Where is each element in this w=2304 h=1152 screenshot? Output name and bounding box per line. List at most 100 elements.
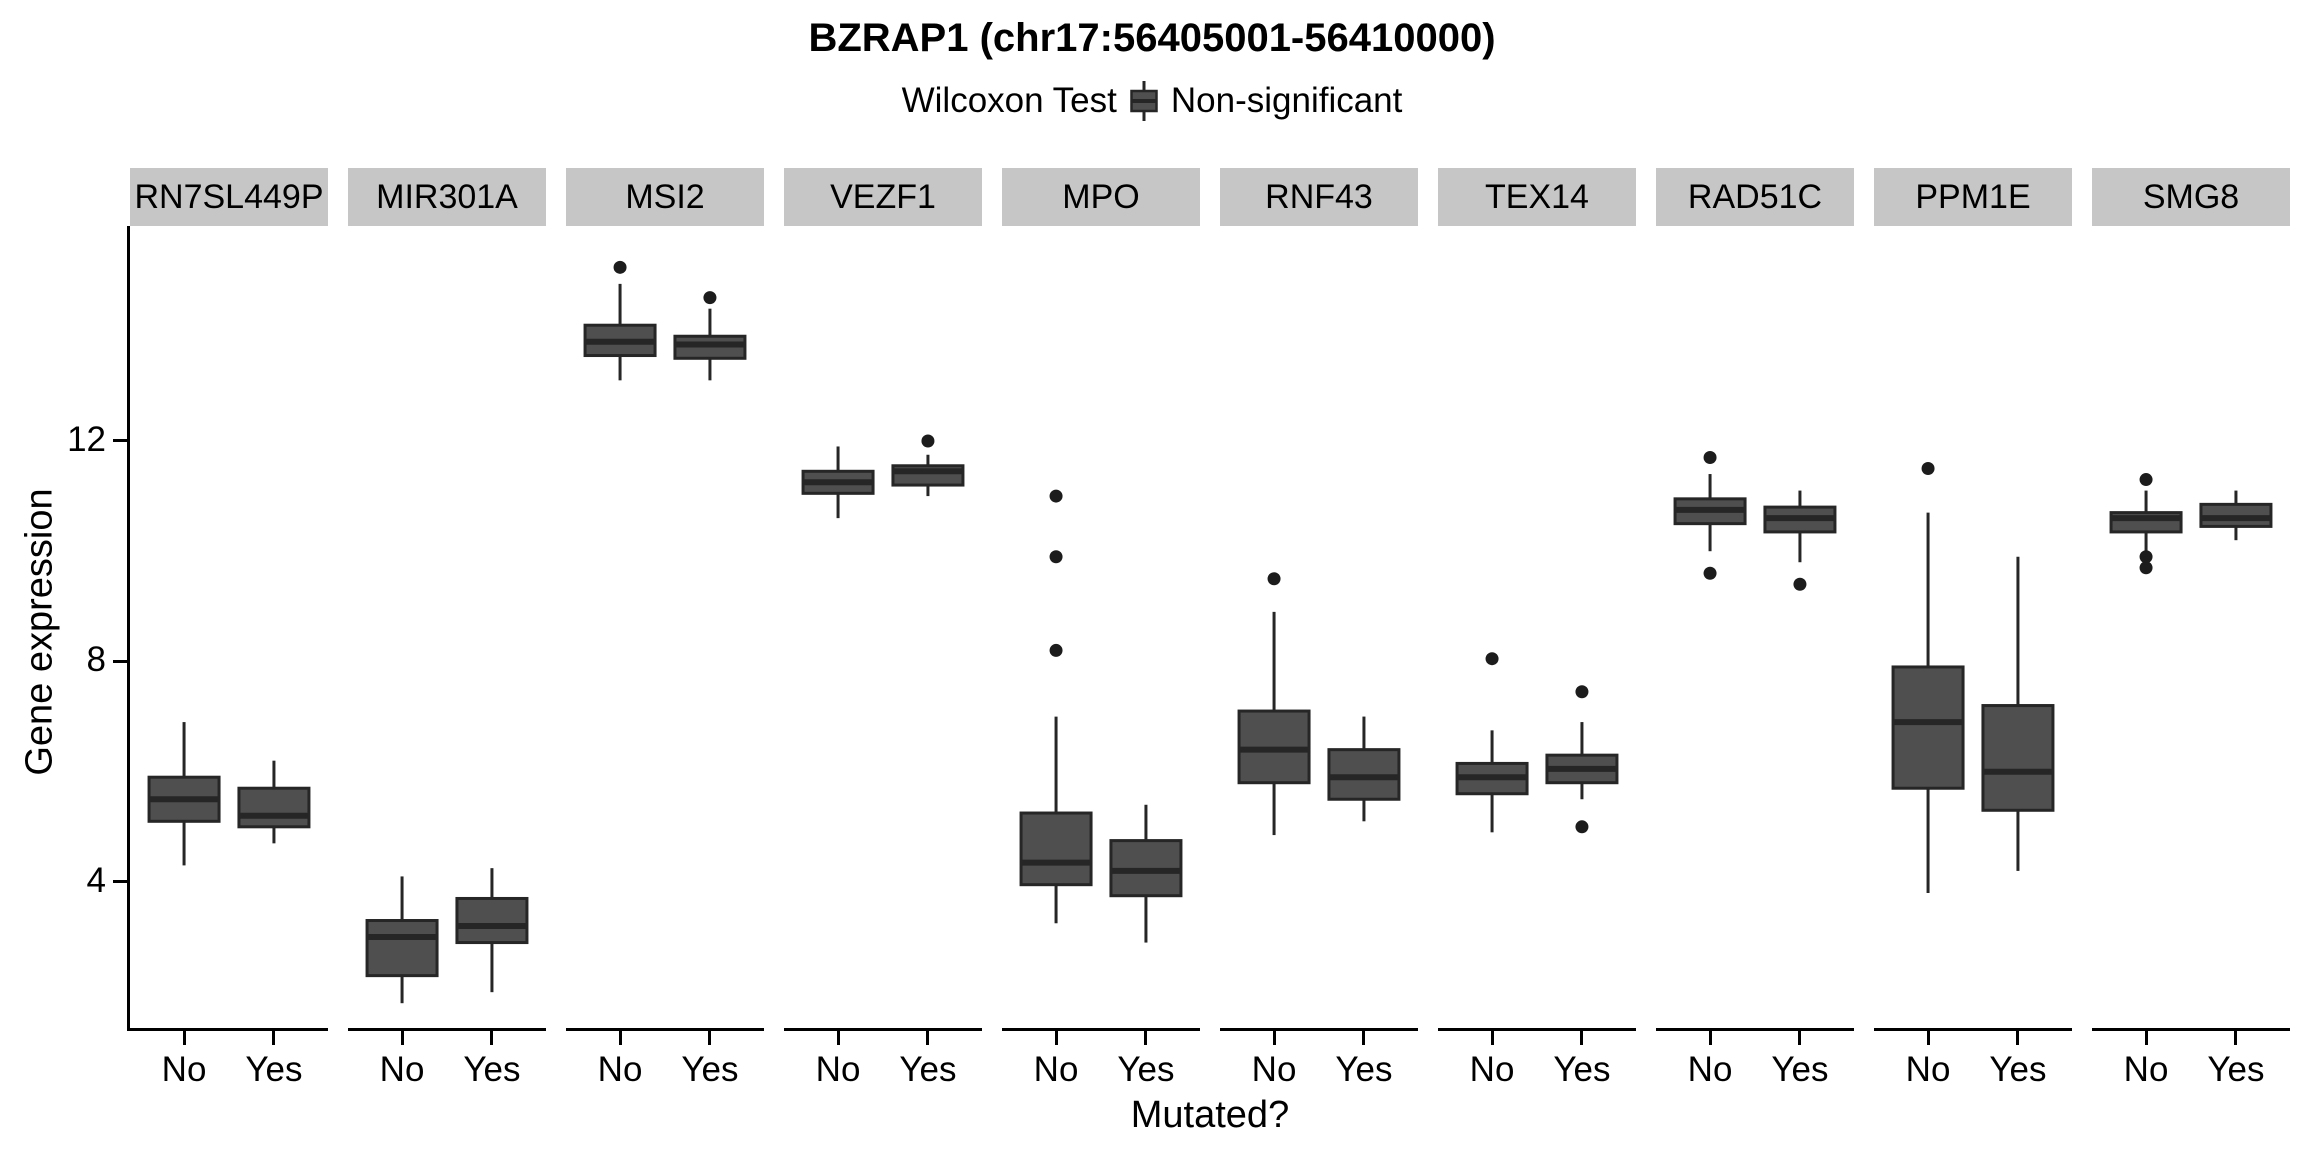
legend-item-label: Non-significant [1170, 81, 1403, 120]
x-tick-mark [836, 1031, 840, 1045]
facet-plot-area [801, 434, 965, 519]
box-RN7SL449P-No [147, 722, 221, 866]
facet-strip-MIR301A: MIR301A [348, 168, 546, 226]
facet-panel-VEZF1: No Yes [784, 226, 982, 1089]
box-TEX14-Yes [1545, 685, 1619, 834]
facet-plot-area [1019, 489, 1183, 943]
x-tick-mark [272, 1031, 276, 1045]
facet-strip-label: SMG8 [2142, 177, 2240, 216]
facet-strip-label: RAD51C [1687, 177, 1823, 216]
box-SMG8-Yes [2199, 490, 2273, 541]
facet-strip-MSI2: MSI2 [566, 168, 764, 226]
outlier-point [1921, 462, 1935, 476]
box-RAD51C-Yes [1763, 490, 1837, 591]
y-tick-mark [113, 659, 127, 663]
x-category-label-Yes: Yes [681, 1050, 739, 1089]
outlier-point [921, 434, 935, 448]
y-tick-label: 8 [86, 640, 106, 680]
facet-panel-RAD51C: No Yes [1656, 226, 1854, 1089]
facet-panel-RN7SL449P: No Yes [130, 226, 328, 1089]
y-tick-label: 12 [67, 419, 106, 459]
x-category-label-Yes: Yes [463, 1050, 521, 1089]
x-category-label-No: No [597, 1050, 643, 1089]
facet-panel-PPM1E: No Yes [1874, 226, 2072, 1089]
facet-strip-RAD51C: RAD51C [1656, 168, 1854, 226]
facet-panel-RNF43: No Yes [1220, 226, 1418, 1089]
legend-title: Wilcoxon Test [901, 81, 1117, 120]
outlier-point [1267, 572, 1281, 586]
facet-strip-label: VEZF1 [830, 177, 936, 216]
x-tick-mark [1054, 1031, 1058, 1045]
x-tick-mark [490, 1031, 494, 1045]
x-tick-mark [1580, 1031, 1584, 1045]
facet-plot-area [365, 868, 529, 1004]
outlier-point [1575, 820, 1589, 834]
facet-plot-area [1891, 462, 2055, 893]
x-category-label-No: No [1033, 1050, 1079, 1089]
box-MPO-Yes [1109, 804, 1183, 943]
box-VEZF1-Yes [891, 434, 965, 497]
outlier-point [1485, 652, 1499, 666]
y-tick-mark [113, 880, 127, 884]
outlier-point [2139, 550, 2153, 564]
x-category-label-Yes: Yes [1989, 1050, 2047, 1089]
outlier-point [613, 260, 627, 274]
facet-panel-MIR301A: No Yes [348, 226, 546, 1089]
facet-panel-MPO: No Yes [1002, 226, 1200, 1089]
box-MSI2-Yes [673, 291, 747, 381]
x-tick-mark [1490, 1031, 1494, 1045]
box-MSI2-No [583, 260, 657, 381]
x-category-label-Yes: Yes [1117, 1050, 1175, 1089]
x-tick-mark [1272, 1031, 1276, 1045]
outlier-point [2139, 473, 2153, 487]
outlier-point [1793, 577, 1807, 591]
facet-strip-label: PPM1E [1915, 177, 2031, 216]
plot-title: BZRAP1 (chr17:56405001-56410000) [808, 16, 1496, 60]
x-tick-mark [400, 1031, 404, 1045]
facet-strip-label: RNF43 [1265, 177, 1373, 216]
facet-strips-row: RN7SL449P MIR301A MSI2 VEZF1 MPO RNF43 TEX14 RA… [130, 168, 2290, 226]
legend: Wilcoxon Test Non-significant [0, 80, 2304, 122]
facet-plot-area [1237, 572, 1401, 836]
outlier-point [1703, 566, 1717, 580]
facet-plot-area [1455, 652, 1619, 834]
facet-strip-PPM1E: PPM1E [1874, 168, 2072, 226]
outlier-point [2139, 561, 2153, 575]
y-axis-title: Gene expression [18, 488, 61, 776]
box-PPM1E-Yes [1981, 556, 2055, 871]
facet-plot-area [2109, 473, 2273, 575]
box-RNF43-No [1237, 572, 1311, 836]
outlier-point [1049, 643, 1063, 657]
x-tick-mark [1144, 1031, 1148, 1045]
x-category-label-Yes: Yes [1553, 1050, 1611, 1089]
x-category-label-No: No [1905, 1050, 1951, 1089]
facet-panel-SMG8: No Yes [2092, 226, 2290, 1089]
outlier-point [1703, 451, 1717, 465]
x-tick-mark [1798, 1031, 1802, 1045]
outlier-point [1049, 489, 1063, 503]
box-PPM1E-No [1891, 462, 1965, 893]
x-category-label-Yes: Yes [2207, 1050, 2265, 1089]
facet-strip-MPO: MPO [1002, 168, 1200, 226]
x-tick-mark [708, 1031, 712, 1045]
facet-plot-area [147, 722, 311, 866]
facet-plot-area [1673, 451, 1837, 591]
x-category-label-No: No [161, 1050, 207, 1089]
x-tick-mark [2016, 1031, 2020, 1045]
facet-plot-area [583, 260, 747, 381]
x-category-label-No: No [1687, 1050, 1733, 1089]
x-tick-mark [1362, 1031, 1366, 1045]
x-category-label-Yes: Yes [245, 1050, 303, 1089]
outlier-point [1049, 550, 1063, 564]
x-tick-mark [182, 1031, 186, 1045]
box-RN7SL449P-Yes [237, 760, 311, 844]
facet-strip-label: RN7SL449P [134, 177, 324, 216]
x-category-label-No: No [379, 1050, 425, 1089]
x-category-label-No: No [815, 1050, 861, 1089]
x-tick-mark [2144, 1031, 2148, 1045]
facet-strip-RN7SL449P: RN7SL449P [130, 168, 328, 226]
x-tick-mark [1926, 1031, 1930, 1045]
x-category-label-No: No [1469, 1050, 1515, 1089]
facet-strip-label: MIR301A [376, 177, 518, 216]
